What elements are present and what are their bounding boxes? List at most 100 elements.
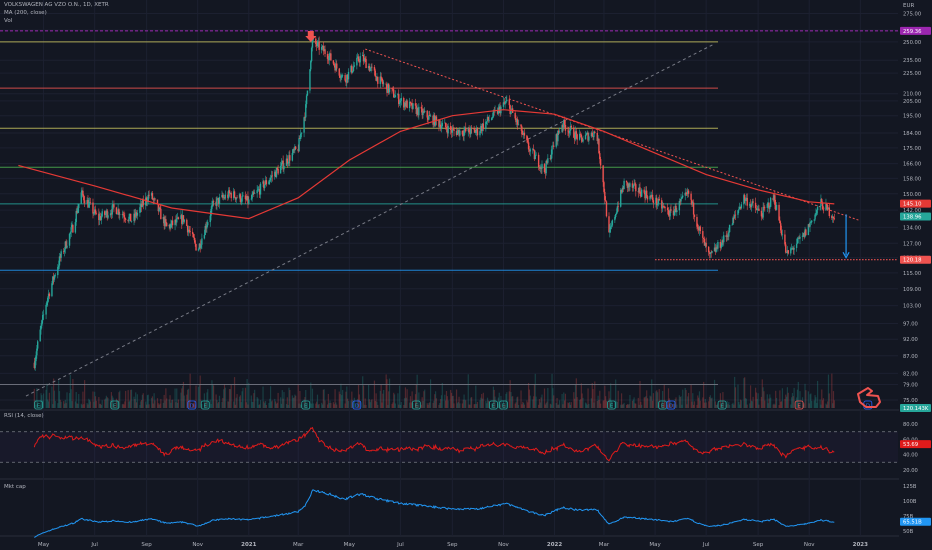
volume-bar [590, 398, 593, 408]
candle-body [568, 130, 571, 134]
volume-bar [398, 385, 401, 408]
candle-body [599, 159, 602, 166]
volume-bar [80, 403, 82, 408]
volume-bar [368, 399, 371, 408]
candle-body [714, 247, 717, 252]
target-arrow-icon[interactable] [842, 251, 850, 259]
candle-body [440, 126, 443, 130]
support-trend-line[interactable] [25, 43, 714, 397]
ma-200 [18, 109, 835, 220]
candle-body [351, 65, 353, 73]
event-marker[interactable] [187, 400, 197, 410]
volume-bar [212, 384, 214, 408]
symbol-legend[interactable]: VOLKSWAGEN AG VZO O.N., 1D, XETR [4, 2, 109, 8]
volume-bar [481, 394, 483, 408]
event-marker[interactable] [34, 400, 43, 410]
volume-bar [166, 398, 168, 408]
event-marker[interactable] [301, 400, 311, 410]
time-tick-label: Mar [599, 542, 610, 548]
volume-bar [373, 380, 376, 408]
candle-body [242, 195, 244, 197]
rsi-legend[interactable]: RSI (14, close) [4, 413, 44, 419]
annotations[interactable] [305, 31, 881, 408]
volume-bar [253, 393, 255, 408]
candle-body [785, 252, 788, 254]
volume-bar [333, 404, 335, 408]
candle-body [672, 210, 675, 216]
candle-body [298, 138, 300, 152]
candle-body [679, 201, 681, 202]
event-marker[interactable] [666, 400, 676, 410]
event-marker[interactable] [607, 400, 616, 410]
event-marker[interactable] [110, 400, 120, 410]
candle-body [82, 190, 84, 196]
volume-bar [251, 401, 253, 408]
candle-body [375, 76, 377, 81]
candle-body [825, 203, 827, 211]
horizontal-levels[interactable] [0, 30, 898, 386]
volume-bar [826, 404, 828, 408]
volume-bar [464, 399, 466, 408]
volume-bar [705, 402, 707, 408]
volume-bar [787, 392, 789, 408]
event-marker[interactable] [499, 400, 508, 410]
volume-bar [664, 402, 666, 408]
candle-body [304, 117, 306, 118]
candle-body [116, 213, 118, 215]
candle-body [427, 117, 429, 120]
candle-body [162, 217, 165, 220]
hand-pointer-icon[interactable] [857, 387, 881, 408]
volume-bar [244, 387, 247, 408]
mktcap-pane[interactable] [34, 489, 835, 538]
candle-body [781, 234, 784, 236]
volume-bar [491, 403, 494, 408]
candle-body [491, 118, 493, 121]
volume-bar [399, 404, 402, 408]
candle-body [403, 102, 406, 108]
event-marker[interactable] [352, 400, 362, 410]
volume-bar [94, 396, 97, 408]
volume-bar [667, 388, 670, 408]
candle-body [129, 213, 131, 217]
candle-body [645, 190, 647, 199]
candle-body [756, 209, 758, 211]
volume-bar [227, 401, 229, 408]
candle-body [364, 58, 366, 60]
volume-bar [187, 388, 190, 408]
event-marker[interactable] [794, 400, 804, 410]
price-tick-label: 195.00 [903, 114, 921, 120]
candle-body [485, 121, 487, 130]
candle-body [458, 129, 460, 136]
candle-body [221, 194, 223, 198]
event-marker[interactable] [200, 400, 210, 410]
candle-body [344, 75, 346, 81]
volume-bar [53, 390, 56, 408]
volume-bar [582, 397, 584, 408]
rsi-pane[interactable] [0, 426, 898, 463]
volume-bar [300, 404, 302, 408]
peak-arrow-icon[interactable] [305, 31, 317, 42]
volume-bar [239, 395, 242, 408]
candle-body [205, 225, 207, 229]
ma-price-label: 145.10 [903, 202, 922, 208]
candle-body [412, 103, 414, 109]
volume-bar [655, 391, 657, 408]
event-marker[interactable] [717, 400, 727, 410]
candle-body [365, 59, 367, 69]
mktcap-legend[interactable]: Mkt cap [4, 484, 26, 490]
volume-bar [183, 395, 185, 408]
event-marker[interactable] [411, 400, 421, 410]
volume-bar [486, 403, 488, 408]
ma-legend[interactable]: MA (200, close) [4, 10, 47, 16]
event-marker[interactable] [488, 400, 498, 410]
volume-bar [318, 404, 320, 408]
candle-body [638, 187, 640, 193]
vol-legend[interactable]: Vol [4, 18, 12, 24]
volume-bar [597, 395, 599, 408]
candle-body [832, 216, 835, 219]
candle-body [336, 63, 338, 69]
candle-body [581, 137, 583, 142]
candle-body [222, 194, 224, 198]
